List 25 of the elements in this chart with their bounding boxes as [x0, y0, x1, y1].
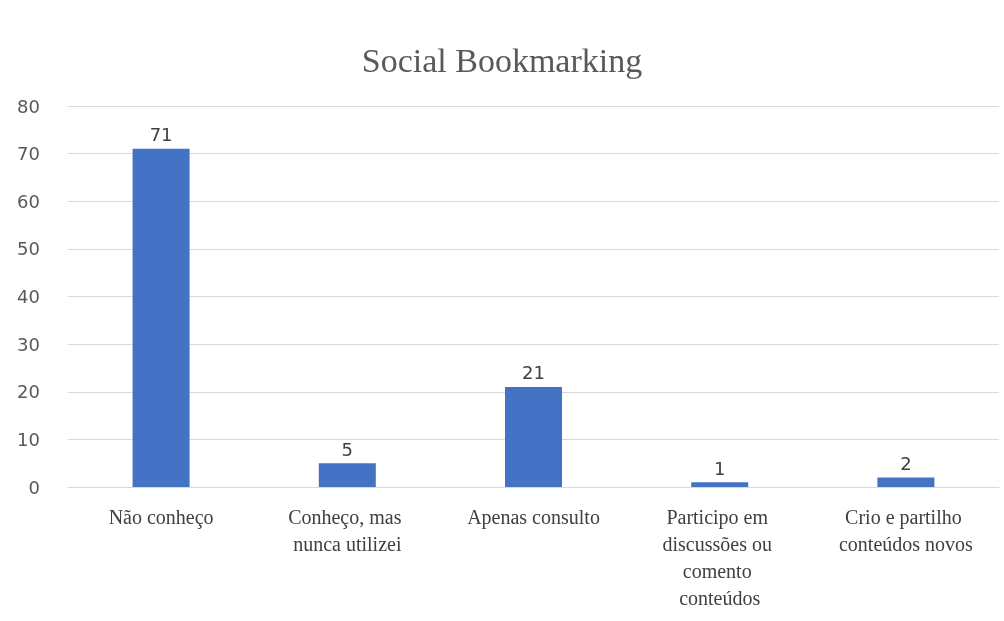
- bar: [691, 482, 749, 487]
- data-label: 21: [522, 362, 545, 384]
- y-tick-label: 0: [28, 476, 40, 498]
- x-tick-label: Não conheço: [108, 505, 214, 529]
- y-tick-label: 80: [17, 95, 40, 117]
- x-tick-label: Conheço, mas nunca utilizei: [288, 505, 407, 555]
- x-tick-label: Apenas consulto: [467, 505, 600, 529]
- bar: [877, 477, 935, 487]
- data-label: 71: [149, 124, 173, 146]
- y-tick-label: 70: [17, 143, 40, 165]
- y-tick-label: 10: [17, 428, 40, 450]
- y-tick-label: 20: [17, 381, 40, 403]
- y-tick-label: 40: [17, 286, 40, 307]
- bar: [132, 148, 190, 487]
- bar: [318, 463, 376, 487]
- data-label: 5: [341, 438, 354, 460]
- y-tick-label: 50: [17, 238, 40, 260]
- data-label: 2: [900, 452, 912, 474]
- data-label: 1: [713, 457, 726, 479]
- bar: [505, 386, 562, 487]
- chart-title: Social Bookmarking: [361, 41, 643, 79]
- x-tick-label: Crio e partilho conteúdos novos: [838, 505, 974, 555]
- y-tick-label: 60: [17, 190, 40, 212]
- x-tick-label: Participo em discussões ou comento conteúdos: [662, 505, 777, 609]
- y-tick-label: 30: [17, 333, 40, 355]
